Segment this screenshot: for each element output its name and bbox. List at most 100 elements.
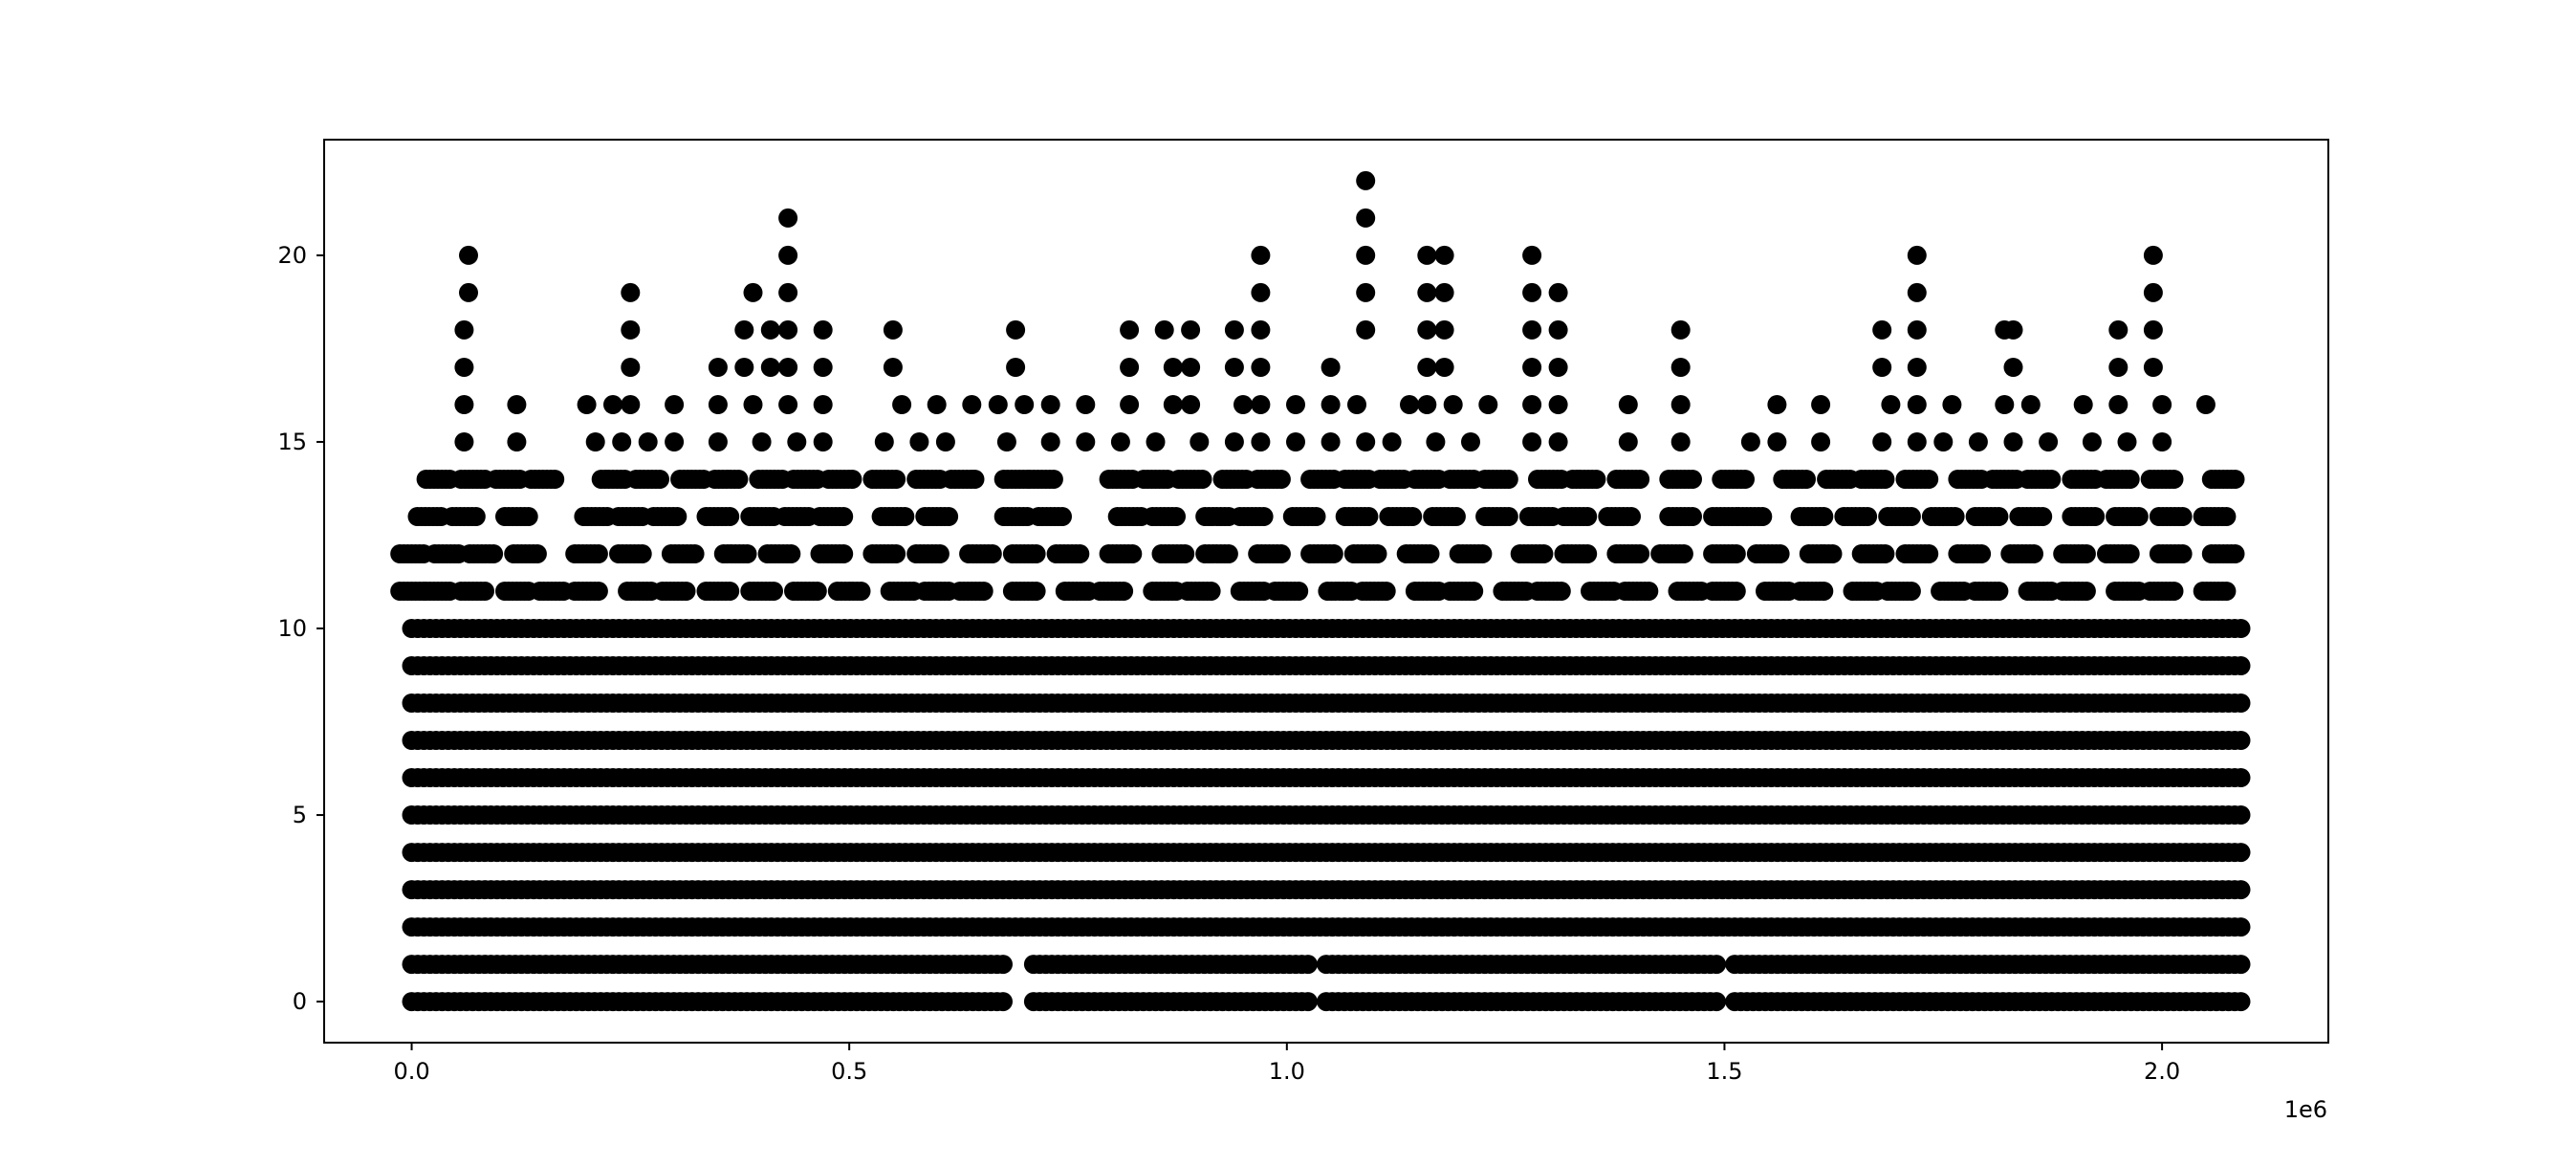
data-point	[778, 245, 798, 265]
data-point	[676, 582, 696, 601]
data-point	[935, 432, 955, 451]
data-point	[1417, 358, 1437, 377]
scatter-points	[390, 170, 2251, 1012]
data-point	[1872, 358, 1892, 377]
data-point	[2231, 992, 2251, 1012]
y-tick-label: 10	[277, 615, 307, 642]
data-point	[1434, 282, 1454, 302]
data-point	[1578, 507, 1598, 526]
data-point	[545, 470, 565, 489]
data-point	[982, 544, 1002, 563]
data-point	[2216, 507, 2237, 526]
data-point	[1181, 358, 1201, 377]
data-point	[2172, 544, 2193, 563]
data-point	[734, 319, 754, 340]
data-point	[577, 395, 597, 414]
data-point	[996, 432, 1016, 451]
data-point	[834, 507, 854, 526]
data-point	[1306, 507, 1326, 526]
data-point	[1989, 582, 2009, 601]
data-point	[1417, 395, 1437, 414]
data-point	[2164, 470, 2184, 489]
data-point	[1673, 544, 1693, 563]
data-point	[1522, 282, 1542, 302]
data-point	[665, 432, 685, 451]
data-point	[1618, 395, 1638, 414]
data-point	[883, 358, 903, 377]
data-point	[1167, 507, 1186, 526]
data-point	[2231, 768, 2251, 787]
data-point	[1753, 507, 1773, 526]
data-point	[1298, 992, 1318, 1012]
data-point	[2024, 544, 2043, 563]
data-point	[2143, 319, 2163, 340]
data-point	[1726, 582, 1746, 601]
data-point	[973, 582, 993, 601]
data-point	[2003, 432, 2023, 451]
data-point	[1811, 395, 1831, 414]
data-point	[459, 282, 478, 302]
data-point	[1251, 358, 1271, 377]
data-point	[1522, 319, 1542, 340]
data-point	[1251, 395, 1271, 414]
data-point	[778, 358, 798, 377]
data-point	[454, 319, 474, 340]
data-point	[1190, 432, 1210, 451]
data-point	[1367, 544, 1387, 563]
data-point	[1548, 319, 1568, 340]
data-point	[1076, 395, 1096, 414]
data-point	[2128, 507, 2149, 526]
data-point	[1968, 432, 1988, 451]
data-point	[1736, 470, 1755, 489]
data-point	[1901, 582, 1921, 601]
y-tick-label: 20	[277, 242, 307, 269]
data-point	[1321, 358, 1341, 377]
data-point	[874, 432, 894, 451]
data-point	[1811, 432, 1831, 451]
data-point	[1548, 358, 1568, 377]
data-point	[1043, 470, 1063, 489]
data-point	[621, 319, 641, 340]
data-point	[2143, 245, 2163, 265]
data-point	[1522, 358, 1542, 377]
data-point	[851, 582, 871, 601]
data-point	[2152, 432, 2172, 451]
data-point	[1251, 319, 1271, 340]
data-point	[1707, 955, 1727, 975]
data-point	[2076, 544, 2096, 563]
data-point	[1400, 395, 1419, 414]
data-point	[2076, 582, 2096, 601]
data-point	[621, 395, 641, 414]
data-point	[1872, 432, 1892, 451]
data-point	[886, 470, 906, 489]
data-point	[1434, 245, 1454, 265]
data-point	[1120, 358, 1140, 377]
data-point	[1797, 470, 1816, 489]
data-point	[1154, 319, 1174, 340]
data-point	[1434, 358, 1454, 377]
data-point	[1426, 432, 1446, 451]
data-point	[1461, 432, 1480, 451]
data-point	[1181, 319, 1201, 340]
data-point	[588, 582, 608, 601]
data-point	[1522, 432, 1542, 451]
data-point	[1026, 582, 1046, 601]
data-point	[813, 319, 833, 340]
data-point	[1271, 470, 1291, 489]
data-point	[1498, 470, 1518, 489]
data-point	[993, 992, 1013, 1012]
data-point	[1359, 507, 1379, 526]
data-point	[1233, 395, 1253, 414]
data-point	[993, 955, 1013, 975]
data-point	[1683, 507, 1702, 526]
data-point	[1872, 319, 1892, 340]
data-point	[1146, 432, 1166, 451]
data-point	[1356, 432, 1376, 451]
data-point	[2231, 694, 2251, 713]
data-point	[1548, 282, 1568, 302]
x-tick-label: 1.5	[1706, 1058, 1742, 1085]
data-point	[1163, 395, 1183, 414]
data-point	[1586, 470, 1606, 489]
data-point	[632, 544, 652, 563]
